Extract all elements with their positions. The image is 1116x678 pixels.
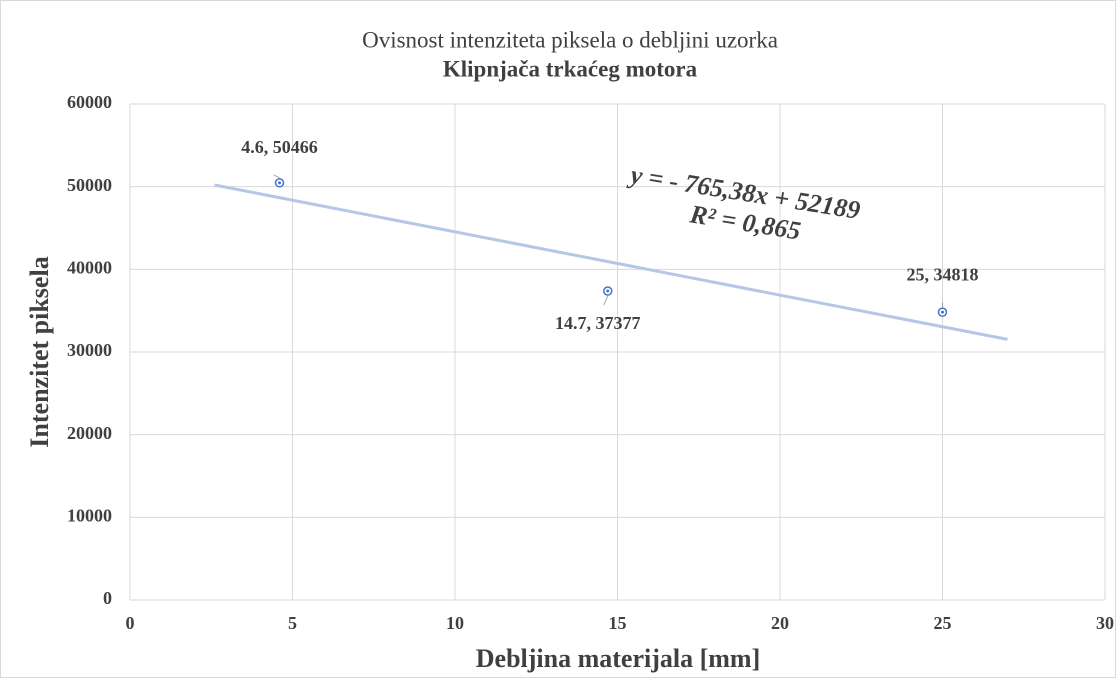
x-axis-label: Debljina materijala [mm] [476,644,760,673]
x-tick-label: 5 [288,613,297,633]
x-tick-label: 20 [771,613,789,633]
x-tick-label: 30 [1096,613,1114,633]
x-tick-label: 10 [446,613,464,633]
y-tick-label: 20000 [67,423,112,443]
y-tick-label: 10000 [67,505,112,525]
x-tick-label: 15 [609,613,627,633]
x-tick-label: 25 [934,613,952,633]
chart-subtitle: Klipnjača trkaćeg motora [443,56,698,81]
trendline [214,183,1008,341]
data-point-core [278,181,281,185]
label-leader [603,295,609,306]
data-label: 25, 34818 [907,264,979,284]
label-leader [273,174,280,179]
y-tick-label: 40000 [67,257,112,277]
x-tick-label: 0 [126,613,135,633]
data-point-core [606,289,610,293]
y-tick-label: 50000 [67,175,112,195]
y-axis-label: Intenzitet piksela [25,256,54,447]
data-label: 4.6, 50466 [241,137,318,157]
data-label: 14.7, 37377 [555,313,641,333]
chart-title: Ovisnost intenziteta piksela o debljini … [362,27,778,52]
y-tick-label: 60000 [67,92,112,112]
data-point-core [941,310,944,314]
y-tick-label: 30000 [67,340,112,360]
y-tick-label: 0 [103,588,112,608]
